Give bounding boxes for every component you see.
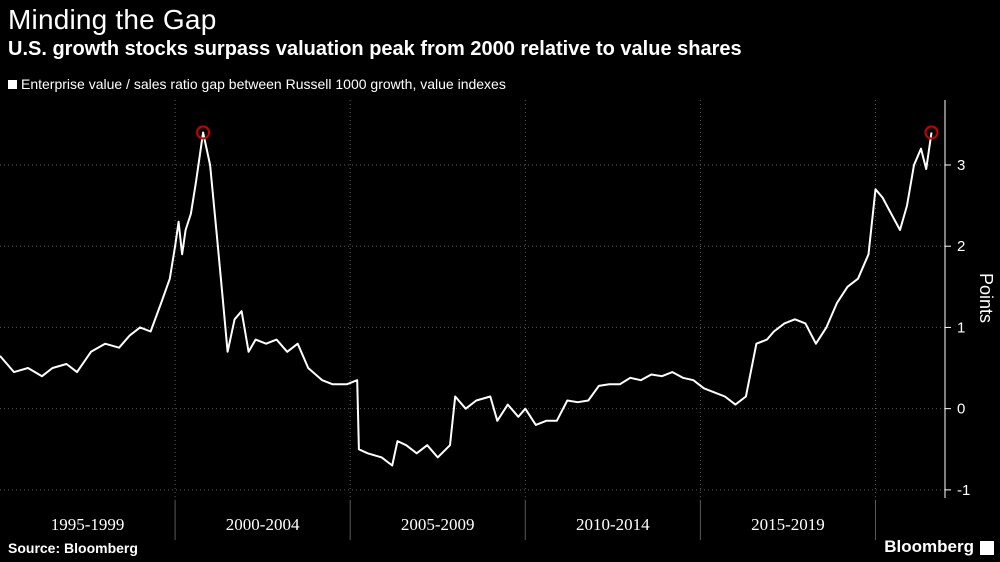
brand-logo: Bloomberg: [884, 537, 974, 556]
series-group: [0, 131, 933, 467]
x-category-labels: 1995-1999 2000-2004 2005-2009 2010-2014 2015…: [51, 515, 825, 534]
legend-swatch: [8, 79, 17, 89]
series-line: [0, 131, 933, 467]
peak-marker: [924, 125, 939, 140]
y-axis: -1 0 1 2 3: [944, 100, 970, 499]
category-dividers: [174, 100, 876, 540]
x-category-label: 2015-2019: [751, 515, 825, 534]
x-category-label: 2010-2014: [576, 515, 650, 534]
peak-marker: [196, 125, 211, 140]
y-tick-label: 1: [957, 319, 965, 336]
chart-title: Minding the Gap: [8, 4, 217, 35]
chart-subtitle: U.S. growth stocks surpass valuation pea…: [8, 38, 742, 60]
y-tick-label: 3: [957, 157, 965, 174]
legend: Enterprise value / sales ratio gap betwe…: [8, 76, 506, 92]
y-axis-title: Points: [976, 273, 996, 323]
annotations: [196, 125, 939, 140]
grid-lines: [0, 164, 945, 491]
y-tick-label: -1: [957, 482, 970, 499]
legend-label: Enterprise value / sales ratio gap betwe…: [21, 76, 506, 92]
y-tick-label: 2: [957, 238, 965, 255]
y-tick-label: 0: [957, 401, 965, 418]
brand-mark-icon: [980, 541, 994, 555]
source-note: Source: Bloomberg: [8, 540, 138, 556]
x-category-label: 1995-1999: [51, 515, 125, 534]
x-category-label: 2005-2009: [401, 515, 475, 534]
x-category-label: 2000-2004: [226, 515, 300, 534]
